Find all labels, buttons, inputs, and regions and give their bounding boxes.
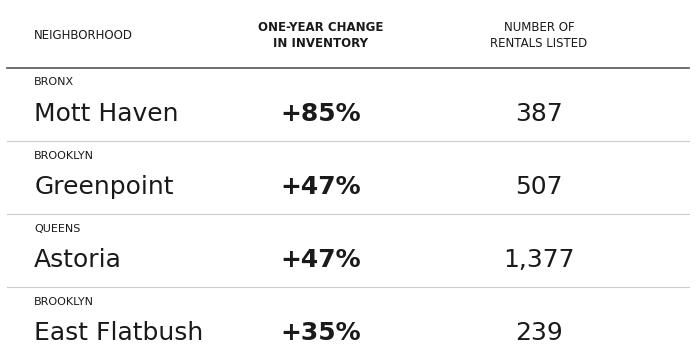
Text: Astoria: Astoria bbox=[34, 248, 122, 272]
Text: 239: 239 bbox=[515, 321, 563, 345]
Text: East Flatbush: East Flatbush bbox=[34, 321, 203, 345]
Text: ONE-YEAR CHANGE
IN INVENTORY: ONE-YEAR CHANGE IN INVENTORY bbox=[258, 21, 383, 50]
Text: +47%: +47% bbox=[280, 248, 361, 272]
Text: +35%: +35% bbox=[280, 321, 361, 345]
Text: NUMBER OF
RENTALS LISTED: NUMBER OF RENTALS LISTED bbox=[491, 21, 587, 50]
Text: BROOKLYN: BROOKLYN bbox=[34, 151, 94, 161]
Text: QUEENS: QUEENS bbox=[34, 224, 81, 234]
Text: 1,377: 1,377 bbox=[503, 248, 575, 272]
Text: Greenpoint: Greenpoint bbox=[34, 175, 174, 199]
Text: NEIGHBORHOOD: NEIGHBORHOOD bbox=[34, 29, 133, 42]
Text: Mott Haven: Mott Haven bbox=[34, 102, 179, 126]
Text: 507: 507 bbox=[515, 175, 563, 199]
Text: BROOKLYN: BROOKLYN bbox=[34, 297, 94, 307]
Text: 387: 387 bbox=[515, 102, 563, 126]
Text: BRONX: BRONX bbox=[34, 78, 74, 87]
Text: +85%: +85% bbox=[280, 102, 361, 126]
Text: +47%: +47% bbox=[280, 175, 361, 199]
